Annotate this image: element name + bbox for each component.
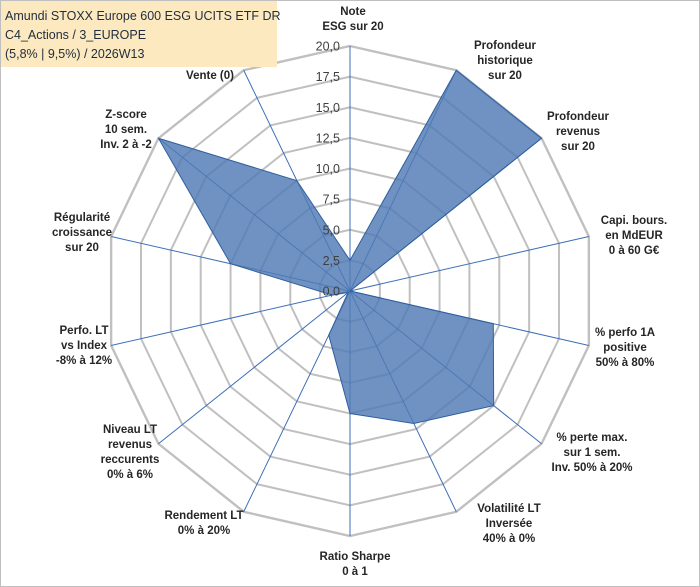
chart-title-line-2: C4_Actions / 3_EUROPE [5, 28, 147, 42]
tick-label: 10,0 [316, 162, 340, 176]
tick-label: 7,5 [323, 193, 340, 207]
axis-label: Profondeur historique sur 20 [474, 40, 536, 82]
radar-series-area [157, 69, 543, 424]
radar-series [157, 69, 543, 424]
radial-tick-labels: 0,0 2,5 5,0 7,5 10,0 12,5 15,0 17,5 20,0 [316, 40, 340, 299]
axis-label: Z-score 10 sem. Inv. 2 à -2 [100, 109, 152, 151]
axis-label: Volatilité LT Inversée 40% à 0% [477, 503, 540, 545]
axis-label: Niveau LT revenus reccurents 0% à 6% [101, 424, 160, 481]
tick-label: 2,5 [323, 254, 340, 268]
radar-spoke [111, 290, 351, 347]
tick-label: 0,0 [323, 285, 340, 299]
radar-spoke [349, 235, 589, 292]
tick-label: 15,0 [316, 101, 340, 115]
axis-label: % perfo 1A positive 50% à 80% [595, 327, 655, 369]
chart-title-line-1: Amundi STOXX Europe 600 ESG UCITS ETF DR [5, 9, 281, 23]
axis-label: Ratio Sharpe 0 à 1 [320, 551, 391, 578]
chart-title-box: Amundi STOXX Europe 600 ESG UCITS ETF DR… [1, 1, 281, 67]
axis-label: % perte max. sur 1 sem. Inv. 50% à 20% [552, 432, 633, 474]
axis-label: Capi. bours. en MdEUR 0 à 60 G€ [601, 215, 667, 257]
axis-labels: Note ESG sur 20 Profondeur historique sur 20… [52, 6, 667, 578]
chart-title-line-3: (5,8% | 9,5%) / 2026W13 [5, 47, 145, 61]
tick-label: 20,0 [316, 40, 340, 54]
axis-label: Note ESG sur 20 [322, 6, 383, 33]
tick-label: 12,5 [316, 131, 340, 145]
axis-label: Perfo. LT vs Index -8% à 12% [56, 325, 112, 367]
axis-label: Profondeur revenus sur 20 [547, 111, 609, 153]
radar-spoke [158, 290, 351, 445]
axis-label: Régularité croissance sur 20 [52, 212, 112, 254]
axis-label: Rendement LT 0% à 20% [164, 510, 243, 537]
tick-label: 17,5 [316, 70, 340, 84]
tick-label: 5,0 [323, 223, 340, 237]
